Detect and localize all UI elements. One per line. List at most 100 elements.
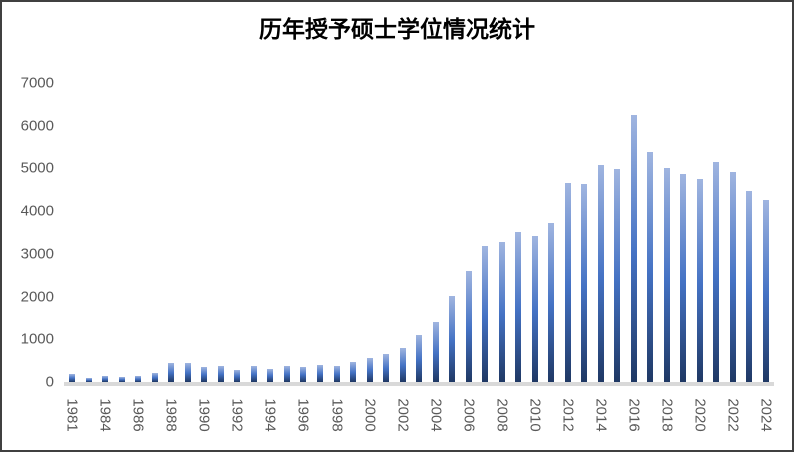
x-tick-cell-2022: 2022 (724, 386, 741, 440)
bar-column-1992 (229, 83, 246, 382)
y-tick-label-2000: 2000 (20, 288, 54, 306)
bar-column-1991 (213, 83, 230, 382)
x-tick-cell-2009 (510, 386, 527, 440)
bar-column-2022 (725, 83, 742, 382)
x-tick-cell-1989 (180, 386, 197, 440)
x-tick-label-1984: 1984 (96, 398, 114, 432)
bar-column-2010 (526, 83, 543, 382)
y-tick-label-0: 0 (45, 373, 54, 391)
plot-and-labels: 1981 1984 1986 1988 1990 1992 1994 1996 1998 2000… (64, 83, 774, 440)
bar-column-1996 (295, 83, 312, 382)
bar-1995 (283, 366, 290, 382)
bar-2007 (482, 246, 489, 382)
bar-column-2003 (411, 83, 428, 382)
bar-1987 (151, 372, 158, 382)
bar-column-2011 (543, 83, 560, 382)
bar-1991 (217, 365, 224, 382)
x-tick-cell-1993 (246, 386, 263, 440)
bar-2011 (548, 222, 555, 382)
x-tick-cell-2011 (543, 386, 560, 440)
bar-column-2013 (576, 83, 593, 382)
bar-column-1989 (180, 83, 197, 382)
x-tick-cell-2003 (411, 386, 428, 440)
x-tick-label-2016: 2016 (625, 398, 643, 432)
x-tick-cell-2015 (609, 386, 626, 440)
y-tick-label-1000: 1000 (20, 330, 54, 348)
x-tick-label-2020: 2020 (691, 398, 709, 432)
x-tick-cell-2020: 2020 (691, 386, 709, 440)
bar-2013 (581, 184, 588, 382)
bar-2004 (432, 321, 439, 382)
bar-column-1987 (147, 83, 164, 382)
x-tick-label-2002: 2002 (394, 398, 412, 432)
bar-2016 (630, 114, 637, 382)
x-tick-cell-2008: 2008 (493, 386, 510, 440)
x-tick-label-2018: 2018 (658, 398, 676, 432)
bar-column-2002 (394, 83, 411, 382)
y-tick-label-6000: 6000 (20, 117, 54, 135)
x-tick-cell-2023 (741, 386, 758, 440)
bar-1990 (201, 366, 208, 382)
x-tick-cell-2010: 2010 (526, 386, 543, 440)
x-tick-cell-1996: 1996 (295, 386, 312, 440)
bar-column-2005 (444, 83, 461, 382)
bar-1993 (250, 365, 257, 382)
x-tick-cell-1987 (147, 386, 164, 440)
bar-1981 (69, 373, 76, 382)
bar-column-2012 (559, 83, 576, 382)
x-tick-cell-1994: 1994 (262, 386, 279, 440)
x-tick-cell-2017 (642, 386, 659, 440)
bar-2012 (564, 182, 571, 382)
x-tick-cell-1997 (312, 386, 329, 440)
x-tick-label-1994: 1994 (261, 398, 279, 432)
bar-1999 (350, 361, 357, 382)
bar-2020 (696, 179, 703, 382)
x-tick-cell-1981: 1981 (64, 386, 81, 440)
x-tick-label-2004: 2004 (427, 398, 445, 432)
bar-2014 (597, 164, 604, 382)
x-tick-cell-2021 (708, 386, 725, 440)
bar-1998 (333, 365, 340, 382)
bar-column-1985 (114, 83, 131, 382)
x-tick-cell-1992: 1992 (229, 386, 246, 440)
bar-column-1984 (97, 83, 114, 382)
bar-2006 (465, 270, 472, 382)
x-tick-cell-2002: 2002 (394, 386, 411, 440)
bar-column-1995 (279, 83, 296, 382)
bar-column-1982 (81, 83, 98, 382)
plot-area (64, 83, 774, 386)
bar-column-1988 (163, 83, 180, 382)
y-axis: 0 1000 2000 3000 4000 5000 6000 7000 (10, 75, 56, 391)
x-tick-cell-1990: 1990 (196, 386, 213, 440)
x-tick-cell-1998: 1998 (328, 386, 345, 440)
bar-2019 (680, 173, 687, 382)
x-tick-label-1988: 1988 (162, 398, 180, 432)
bar-column-1981 (64, 83, 81, 382)
x-tick-cell-2006: 2006 (460, 386, 477, 440)
bar-column-1993 (246, 83, 263, 382)
bar-2001 (383, 353, 390, 382)
x-tick-cell-2004: 2004 (427, 386, 444, 440)
bar-column-2024 (758, 83, 775, 382)
bar-column-2008 (493, 83, 510, 382)
bar-2022 (729, 171, 736, 382)
bar-2009 (515, 232, 522, 382)
y-tick-label-3000: 3000 (20, 245, 54, 263)
bar-column-1997 (312, 83, 329, 382)
x-tick-label-1986: 1986 (129, 398, 147, 432)
x-tick-label-1992: 1992 (228, 398, 246, 432)
x-tick-cell-2019 (675, 386, 692, 440)
y-tick-label-4000: 4000 (20, 202, 54, 220)
bar-column-2018 (659, 83, 676, 382)
bar-column-2016 (626, 83, 643, 382)
bar-column-2017 (642, 83, 659, 382)
x-tick-cell-1988: 1988 (163, 386, 180, 440)
bar-column-2021 (708, 83, 725, 382)
x-tick-label-2008: 2008 (493, 398, 511, 432)
bar-column-2001 (378, 83, 395, 382)
x-tick-cell-2007 (477, 386, 494, 440)
x-tick-cell-1991 (213, 386, 230, 440)
bar-1988 (168, 362, 175, 382)
x-tick-cell-2001 (378, 386, 395, 440)
x-tick-cell-2000: 2000 (361, 386, 378, 440)
